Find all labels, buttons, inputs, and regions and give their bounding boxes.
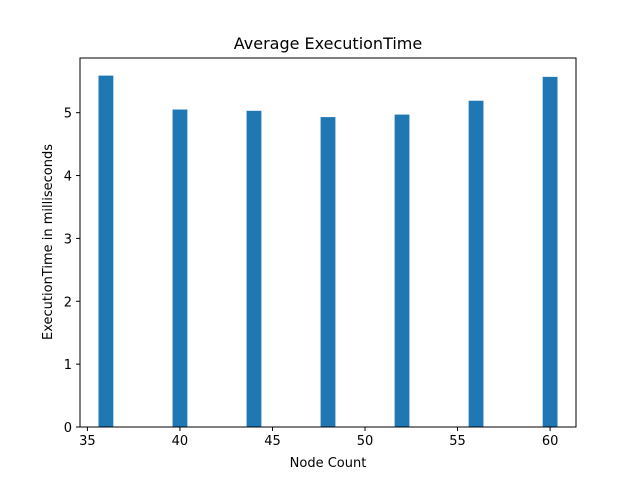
x-tick-label: 60 bbox=[542, 434, 559, 449]
x-tick-label: 45 bbox=[264, 434, 281, 449]
bars-group bbox=[98, 75, 558, 428]
y-tick-label: 3 bbox=[64, 232, 72, 247]
bar-44 bbox=[246, 110, 262, 428]
y-tick-label: 0 bbox=[64, 421, 72, 436]
y-tick-label: 4 bbox=[64, 170, 72, 185]
y-axis-ticks: 0 1 2 3 4 5 bbox=[64, 107, 80, 436]
bar-48 bbox=[320, 117, 336, 428]
x-tick-label: 35 bbox=[79, 434, 96, 449]
y-axis-label: ExecutionTime in milliseconds bbox=[41, 144, 56, 340]
x-axis-ticks: 35 40 45 50 55 60 bbox=[79, 427, 558, 449]
y-tick-label: 2 bbox=[64, 295, 72, 310]
chart-title: Average ExecutionTime bbox=[234, 34, 422, 53]
x-tick-label: 55 bbox=[449, 434, 466, 449]
bar-52 bbox=[394, 114, 410, 427]
x-tick-label: 40 bbox=[172, 434, 189, 449]
bar-60 bbox=[542, 76, 558, 427]
x-axis-label: Node Count bbox=[290, 456, 367, 471]
bar-56 bbox=[468, 100, 484, 428]
plot-frame bbox=[79, 57, 577, 428]
y-tick-label: 1 bbox=[64, 358, 72, 373]
bar-40 bbox=[172, 109, 188, 428]
x-tick-label: 50 bbox=[357, 434, 374, 449]
y-tick-label: 5 bbox=[64, 107, 72, 122]
bar-36 bbox=[98, 75, 114, 427]
